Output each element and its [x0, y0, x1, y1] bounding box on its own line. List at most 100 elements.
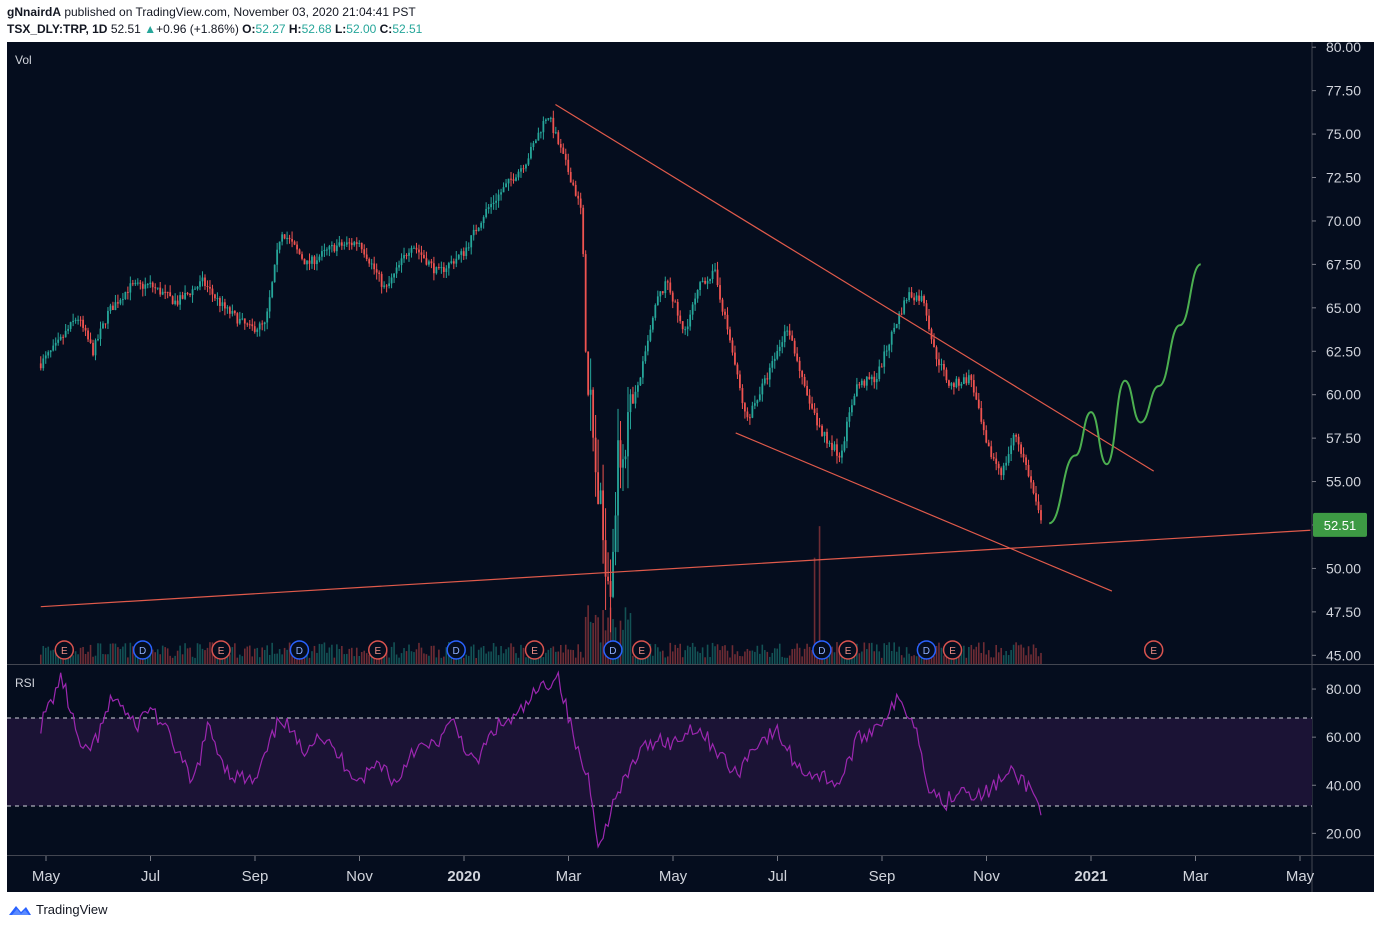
volume-bar	[592, 622, 594, 664]
candle-body	[465, 247, 468, 256]
candle-body	[838, 455, 841, 458]
candle-body	[589, 389, 592, 395]
tradingview-brand[interactable]: TradingView	[8, 902, 108, 917]
dividend-marker[interactable]: D	[812, 640, 832, 660]
candle-body	[873, 376, 876, 383]
candle-body	[345, 242, 348, 245]
volume-bar	[557, 651, 560, 664]
volume-bar	[321, 644, 323, 664]
candle-body	[1040, 510, 1042, 521]
candle-body	[492, 202, 495, 205]
candle-body	[880, 366, 883, 368]
trendlines	[40, 104, 1311, 608]
earnings-marker[interactable]: E	[942, 640, 963, 660]
volume-bar	[659, 651, 662, 664]
volume-bar	[497, 655, 500, 664]
candle-body	[89, 339, 92, 343]
volume-bar	[313, 645, 316, 664]
volume-bar	[943, 655, 945, 664]
volume-bar	[920, 654, 923, 664]
earnings-marker[interactable]: E	[524, 640, 545, 660]
volume-bar	[413, 652, 415, 664]
event-marker-label: E	[845, 646, 852, 657]
author-name[interactable]: gNnairdA	[7, 5, 61, 19]
candle-body	[59, 336, 62, 340]
candle-body	[791, 335, 794, 341]
volume-bar	[1035, 647, 1037, 664]
price-axis[interactable]	[1312, 42, 1374, 855]
candle-body	[1035, 493, 1037, 502]
volume-bar	[973, 649, 975, 664]
volume-bar	[858, 653, 861, 664]
candle-body	[686, 326, 689, 330]
volume-bar	[39, 654, 42, 664]
earnings-marker[interactable]: E	[211, 640, 231, 660]
symbol-label[interactable]: TSX_DLY:TRP, 1D	[7, 22, 108, 36]
symbol-line: TSX_DLY:TRP, 1D 52.51 ▲+0.96 (+1.86%) O:…	[7, 22, 422, 36]
earnings-marker[interactable]: E	[54, 640, 75, 660]
volume-bar	[159, 654, 162, 664]
candle-body	[920, 296, 923, 301]
volume-bar	[525, 657, 527, 664]
candle-body	[313, 256, 316, 265]
volume-bar	[940, 647, 943, 664]
candle-body	[972, 380, 975, 393]
volume-bar	[206, 647, 209, 664]
volume-bar	[273, 653, 276, 664]
candle-body	[771, 361, 774, 368]
candle-body	[1005, 462, 1008, 466]
main-pane[interactable]	[7, 42, 1312, 664]
dividend-marker[interactable]: D	[446, 640, 466, 660]
candle-body	[126, 291, 129, 293]
candle-body	[569, 171, 572, 183]
volume-bar	[749, 650, 751, 664]
candle-body	[895, 323, 898, 328]
candle-body	[159, 287, 162, 295]
candle-body	[57, 339, 60, 343]
brand-label: TradingView	[36, 902, 108, 917]
candle-body	[405, 255, 408, 257]
volume-bar	[470, 646, 473, 664]
candle-body	[477, 227, 480, 232]
dividend-marker[interactable]: D	[132, 640, 153, 660]
time-tick-label: May	[659, 868, 688, 885]
volume-bar	[746, 648, 749, 664]
candle-body	[709, 279, 711, 281]
volume-bar	[547, 649, 550, 664]
event-marker-label: D	[453, 646, 460, 657]
candle-body	[878, 366, 881, 379]
volume-bar	[343, 654, 346, 664]
volume-bar	[323, 642, 326, 664]
volume-bar	[599, 642, 602, 664]
earnings-marker[interactable]: E	[368, 640, 388, 660]
candle-body	[340, 242, 343, 246]
volume-bar	[333, 657, 336, 664]
candle-body	[594, 437, 597, 473]
candle-body	[308, 260, 311, 264]
dividend-marker[interactable]: D	[289, 640, 310, 660]
candle-body	[49, 350, 52, 353]
candle-body	[64, 330, 67, 338]
time-axis[interactable]	[7, 856, 1374, 892]
dividend-marker[interactable]: D	[603, 640, 623, 660]
volume-bar	[445, 647, 448, 664]
candle-body	[430, 261, 433, 264]
earnings-marker[interactable]: E	[631, 640, 652, 660]
volume-bar	[82, 646, 84, 664]
volume-bar	[107, 654, 109, 664]
candle-body	[97, 338, 99, 341]
projection-path	[1048, 263, 1202, 525]
volume-bar	[149, 655, 152, 664]
volume-bar	[69, 652, 72, 664]
earnings-marker[interactable]: E	[1143, 640, 1164, 660]
candle-body	[773, 358, 776, 362]
candle-body	[557, 132, 560, 144]
volume-bar	[510, 643, 512, 664]
earnings-marker[interactable]: E	[838, 640, 858, 660]
candle-body	[654, 305, 657, 318]
dividend-marker[interactable]: D	[916, 640, 937, 660]
candle-body	[1010, 445, 1013, 455]
candle-body	[330, 244, 333, 247]
